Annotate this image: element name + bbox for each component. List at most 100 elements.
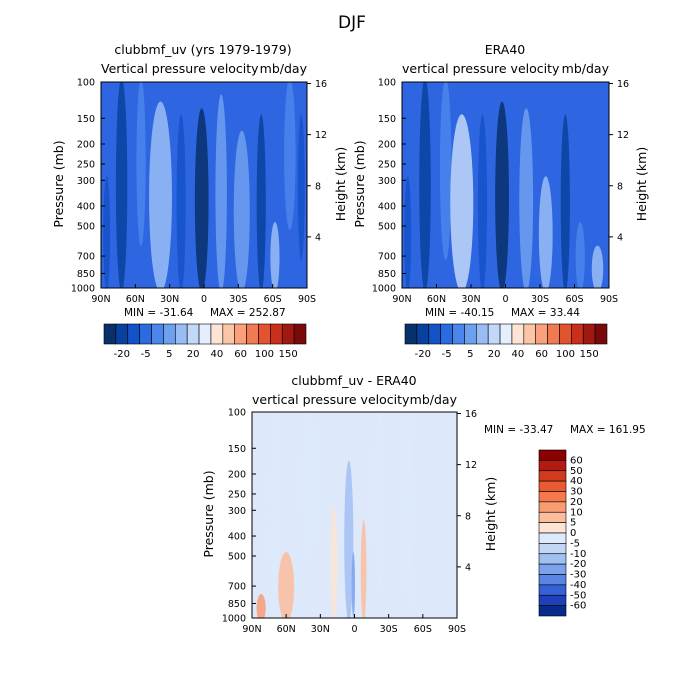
colorbar-tick-label: -5	[570, 538, 580, 549]
y2-axis-label: Height (km)	[634, 147, 649, 221]
field-contour	[215, 94, 227, 288]
colorbar-tick-label: -40	[570, 580, 586, 591]
y-tick-label: 200	[77, 140, 95, 151]
y-tick-label: 250	[378, 159, 396, 170]
colorbar-tick-label: -20	[114, 349, 130, 360]
colorbar-swatch	[538, 574, 567, 586]
x-tick-label: 90S	[298, 294, 316, 305]
colorbar-swatch	[234, 323, 247, 345]
colorbar-tick-label: 40	[211, 349, 224, 360]
colorbar-swatch	[475, 323, 489, 345]
colorbar-tick-label: -30	[570, 570, 586, 581]
colorbar-tick-label: -20	[570, 559, 586, 570]
y-tick-label: 700	[378, 252, 396, 263]
x-tick-label: 90N	[242, 624, 261, 635]
colorbar-tick-label: 0	[570, 528, 576, 539]
colorbar-swatch	[538, 511, 567, 523]
x-tick-label: 0	[351, 624, 357, 635]
colorbar-tick-label: 20	[488, 349, 501, 360]
colorbar-swatch	[538, 543, 567, 555]
colorbar-tick-label: -20	[415, 349, 431, 360]
colorbar-tick-label: 20	[187, 349, 200, 360]
field-contour	[330, 506, 338, 618]
colorbar-swatch	[538, 501, 567, 513]
field-contour	[591, 245, 604, 288]
colorbar-swatch	[258, 323, 271, 345]
colorbar-tick-label: 50	[570, 466, 583, 477]
colorbar-swatch	[499, 323, 513, 345]
colorbar-swatch	[538, 594, 567, 606]
colorbar-tick-label: -5	[141, 349, 151, 360]
colorbar: -20 -5 5 20 40 60 100 150	[404, 323, 608, 360]
field-contour	[194, 108, 209, 288]
panel-title: ERA40	[485, 42, 526, 57]
colorbar-swatch	[535, 323, 548, 345]
colorbar-swatch	[523, 323, 537, 345]
colorbar-swatch	[538, 563, 567, 575]
y2-tick-label: 4	[315, 232, 321, 243]
y2-axis-label: Height (km)	[333, 147, 348, 221]
colorbar-tick-label: 150	[580, 349, 599, 360]
panel-subtitle-left: vertical pressure velocity	[402, 61, 560, 76]
field-contour	[256, 594, 266, 618]
y-tick-label: 300	[77, 176, 95, 187]
field-contour	[270, 221, 280, 288]
y2-tick-label: 12	[617, 130, 629, 141]
colorbar-tick-label: -10	[570, 549, 586, 560]
plot-area: 90N 60N 30N 0 30S 60S 90S 100 150 200 250 300 400 500…	[222, 408, 477, 636]
y2-tick-label: 4	[617, 232, 623, 243]
y2-tick-label: 16	[617, 79, 629, 90]
colorbar-tick-label: 100	[255, 349, 274, 360]
field-contour	[360, 520, 367, 618]
y2-tick-label: 8	[617, 181, 623, 192]
colorbar-swatch	[174, 323, 188, 345]
plot-area: 90N 60N 30N 0 30S 60S 90S 100 150 200 250 300 400 500…	[372, 78, 629, 306]
y2-tick-label: 12	[315, 130, 327, 141]
x-tick-label: 90S	[448, 624, 466, 635]
colorbar-swatch	[222, 323, 236, 345]
colorbar-tick-label: 5	[166, 349, 172, 360]
colorbar-swatch	[538, 460, 567, 472]
colorbar-tick-label: 40	[512, 349, 525, 360]
x-tick-label: 30N	[160, 294, 179, 305]
field-contour	[477, 114, 488, 288]
colorbar-swatch	[594, 323, 608, 345]
colorbar-swatch	[270, 323, 283, 345]
colorbar-swatch	[559, 323, 572, 345]
colorbar-swatch	[538, 522, 567, 534]
panel-diff: clubbmf_uv - ERA40 vertical pressure vel…	[201, 373, 646, 635]
colorbar-tick-label: -50	[570, 590, 586, 601]
y-tick-label: 150	[77, 114, 95, 125]
min-label: MIN = -33.47	[484, 424, 553, 436]
field-contour	[297, 114, 305, 261]
y-tick-label: 300	[378, 176, 396, 187]
colorbar-tick-label: 5	[467, 349, 473, 360]
plot-area: 90N 60N 30N 0 30S 60S 90S 100 150 200 250 300 400 500…	[71, 78, 327, 306]
field-contour	[351, 551, 356, 618]
y-tick-label: 300	[228, 506, 246, 517]
colorbar-swatch	[538, 491, 567, 503]
field-contour	[419, 82, 431, 288]
field-contour	[271, 412, 279, 618]
min-label: MIN = -40.15	[425, 307, 494, 319]
x-tick-label: 60N	[126, 294, 145, 305]
y-tick-label: 700	[228, 582, 246, 593]
colorbar-swatch	[281, 323, 295, 345]
colorbar-swatch	[186, 323, 200, 345]
x-tick-label: 30S	[531, 294, 549, 305]
y-tick-label: 250	[77, 159, 95, 170]
y-tick-label: 700	[77, 252, 95, 263]
colorbar-tick-label: 60	[570, 455, 583, 466]
y-tick-label: 400	[77, 202, 95, 213]
y-tick-label: 150	[378, 114, 396, 125]
y2-tick-label: 8	[465, 511, 471, 522]
colorbar-tick-label: 40	[570, 476, 583, 487]
y-tick-label: 500	[228, 551, 246, 562]
x-tick-label: 90N	[91, 294, 110, 305]
colorbar-swatch	[538, 584, 567, 596]
x-tick-label: 60S	[264, 294, 282, 305]
colorbar-swatch	[547, 323, 560, 345]
y-axis-label: Pressure (mb)	[352, 140, 367, 227]
max-label: MAX = 252.87	[210, 307, 286, 319]
